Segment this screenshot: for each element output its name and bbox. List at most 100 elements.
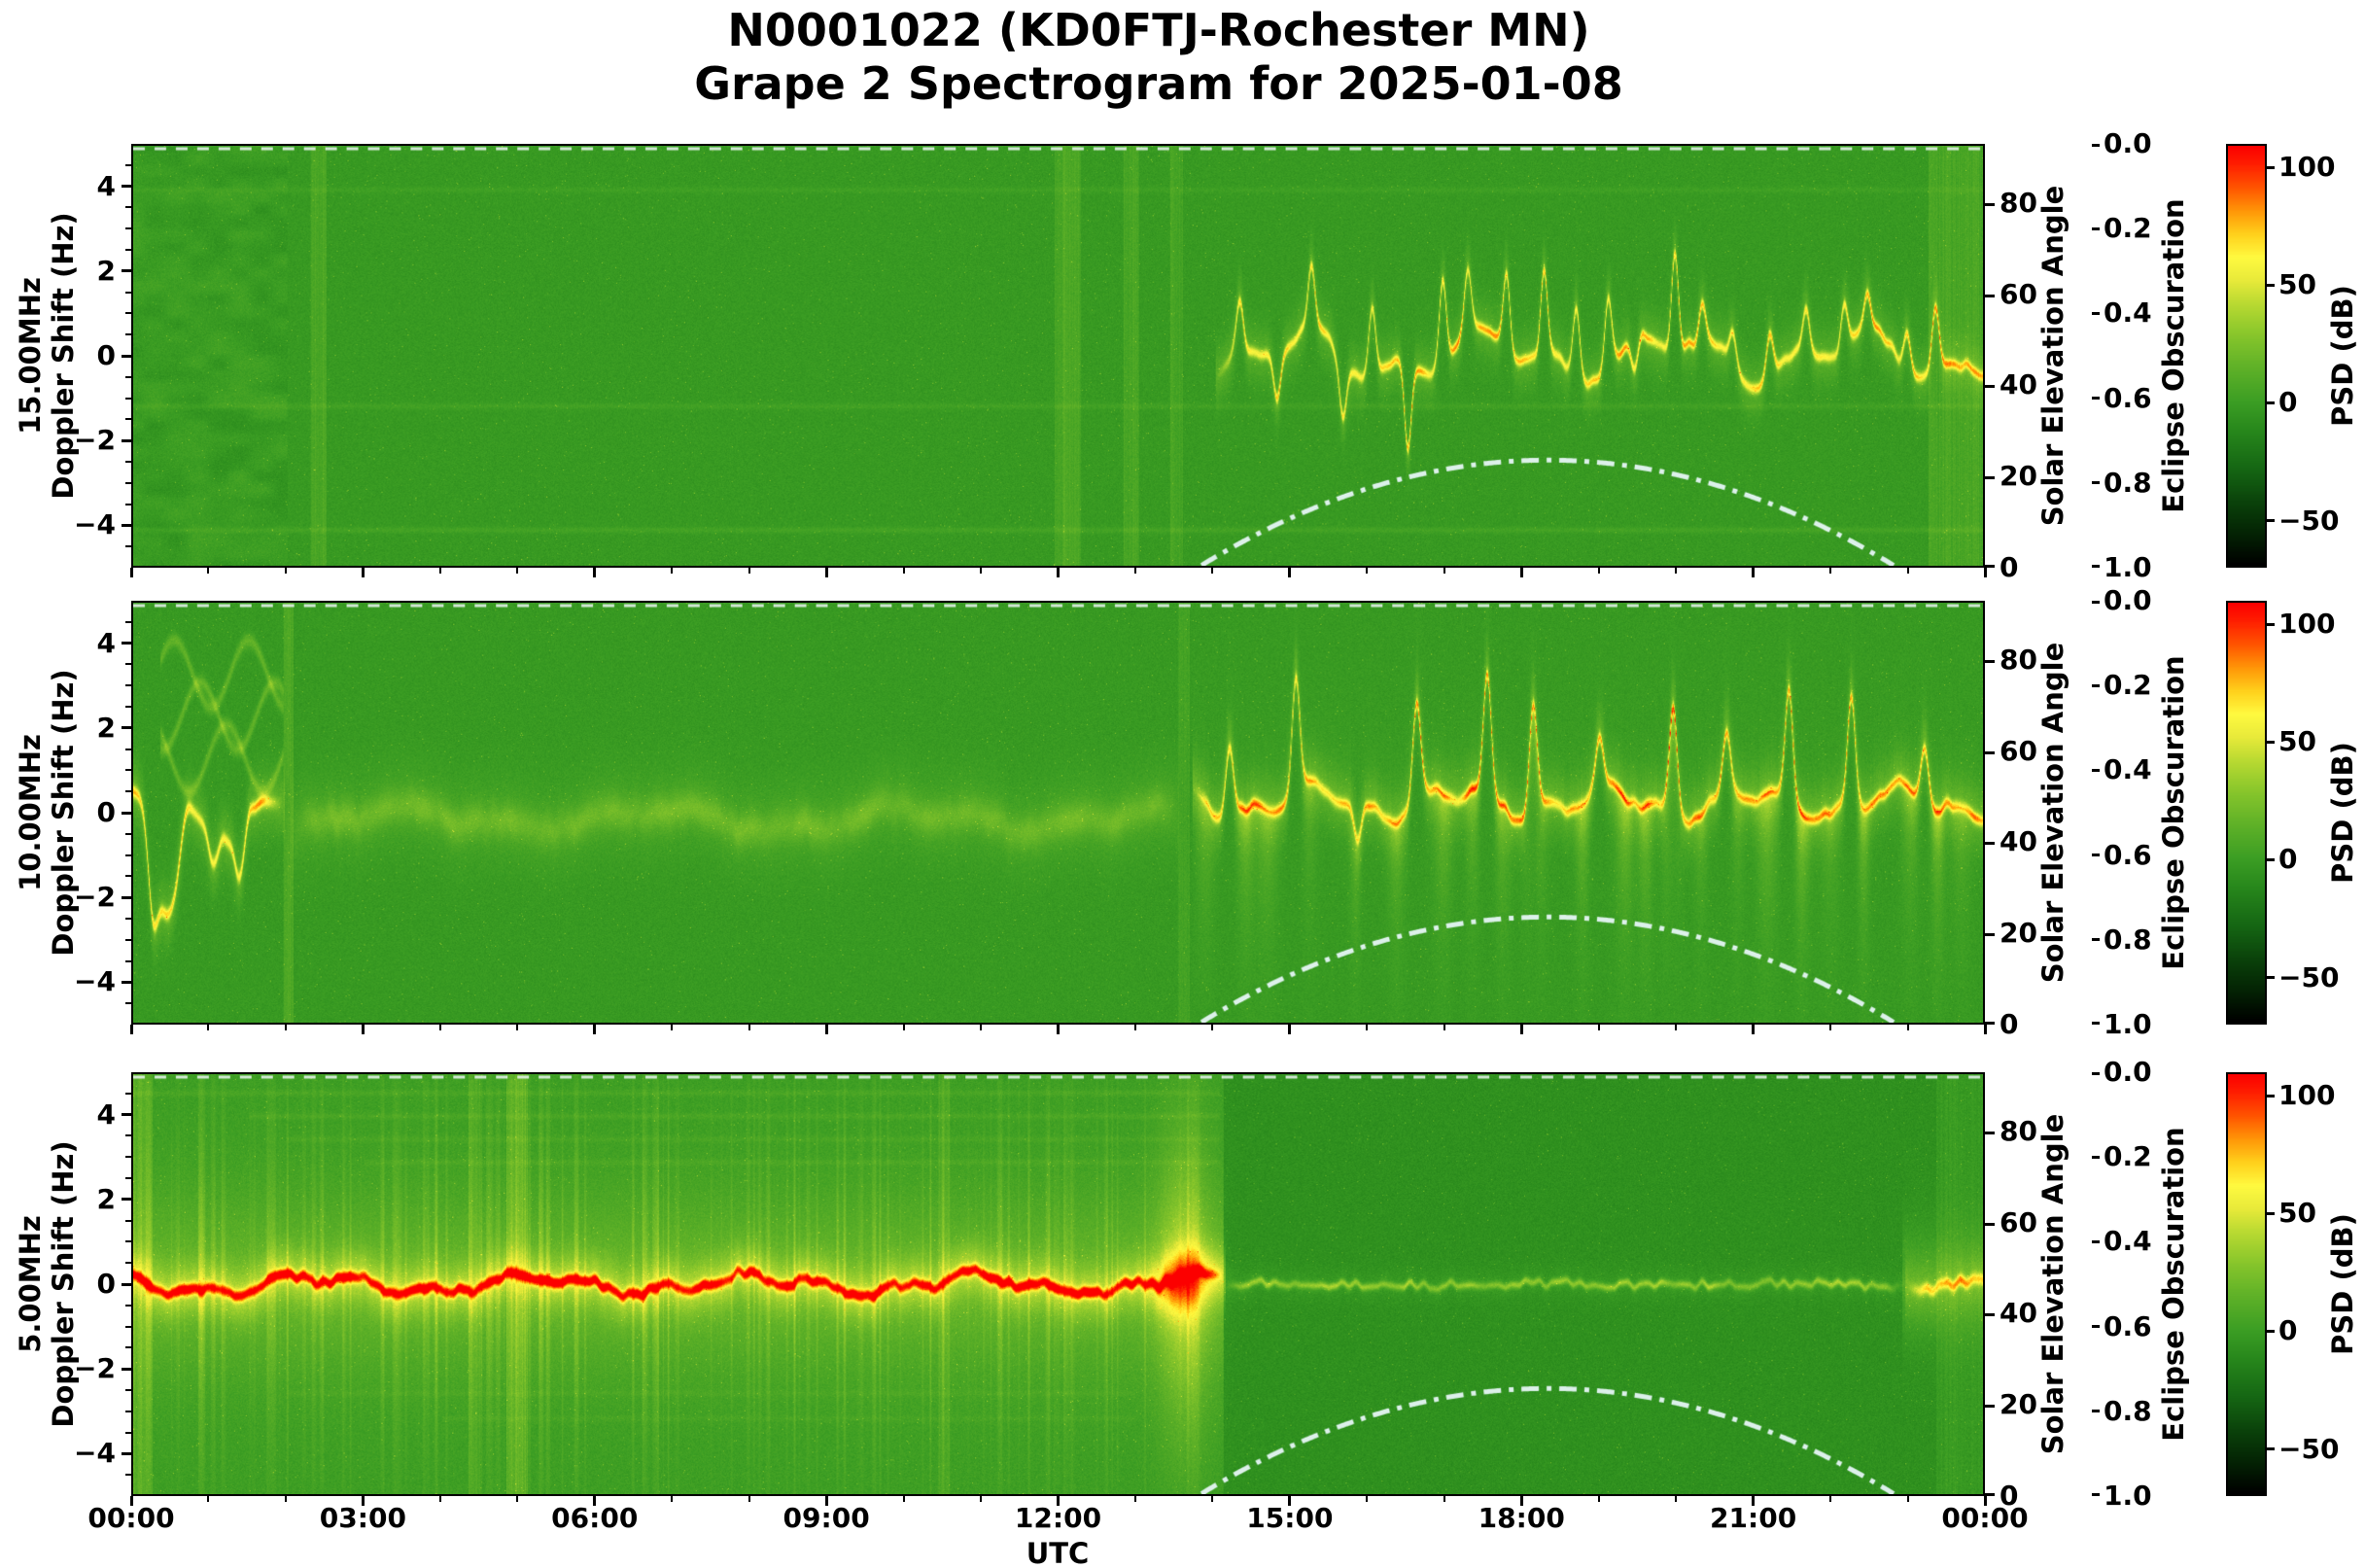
x-minor-tick: [1366, 1025, 1369, 1030]
eclipse-axis-label: Eclipse Obscuration: [2156, 655, 2190, 970]
doppler-minor-tick: [125, 418, 131, 421]
doppler-minor-tick: [125, 1156, 131, 1159]
solar-tick-label: 60: [2000, 1205, 2037, 1238]
doppler-minor-tick: [125, 397, 131, 400]
doppler-tick: [122, 895, 131, 899]
doppler-tick: [122, 642, 131, 645]
psd-tick-label: 100: [2278, 608, 2336, 641]
x-minor-tick: [902, 568, 905, 574]
x-tick: [361, 1025, 365, 1034]
x-tick-label: 12:00: [1014, 1502, 1102, 1534]
solar-tick: [1985, 750, 1995, 754]
x-minor-tick: [1906, 568, 1909, 574]
spectrogram-plot-5mhz: [131, 1072, 1985, 1496]
solar-tick-label: 0: [2000, 551, 2019, 583]
eclipse-tick-label: 1.0: [2104, 1480, 2152, 1512]
doppler-minor-tick: [125, 1431, 131, 1434]
x-tick: [1057, 1025, 1060, 1034]
eclipse-tick-label: 0.8: [2104, 466, 2152, 499]
doppler-tick-label: 2: [96, 711, 116, 744]
x-minor-tick: [671, 568, 674, 574]
x-tick: [1057, 1496, 1060, 1506]
x-tick: [1752, 1496, 1756, 1506]
x-minor-tick: [902, 1496, 905, 1502]
x-tick: [1288, 1025, 1292, 1034]
x-tick: [824, 568, 828, 577]
eclipse-tick: [2092, 397, 2100, 401]
doppler-minor-tick: [125, 503, 131, 505]
x-minor-tick: [1443, 1025, 1445, 1030]
eclipse-tick-label: 0.2: [2104, 1140, 2152, 1173]
x-minor-tick: [1675, 568, 1678, 574]
x-minor-tick: [1211, 1496, 1214, 1502]
doppler-minor-tick: [125, 959, 131, 962]
x-axis-tick-labels: 00:00 03:00 06:00 09:00 12:00 15:00 18:00 21:00…: [0, 1502, 2365, 1537]
x-tick: [1057, 568, 1060, 577]
eclipse-tick-label: 0.6: [2104, 1309, 2152, 1342]
x-tick: [361, 1496, 365, 1506]
doppler-tick: [122, 980, 131, 984]
x-minor-tick: [207, 1025, 210, 1030]
eclipse-tick: [2092, 1072, 2100, 1075]
x-minor-tick: [748, 568, 750, 574]
solar-tick-label: 80: [2000, 643, 2037, 676]
x-minor-tick: [1675, 1496, 1678, 1502]
doppler-minor-tick: [125, 1389, 131, 1391]
x-minor-tick: [1133, 568, 1136, 574]
doppler-minor-tick: [125, 206, 131, 209]
doppler-tick-label: 0: [96, 1268, 116, 1300]
eclipse-tick-label: 0.4: [2104, 296, 2152, 330]
x-tick: [1519, 568, 1523, 577]
x-tick: [1519, 1496, 1523, 1506]
x-tick: [593, 1025, 597, 1034]
x-minor-tick: [1211, 1025, 1214, 1030]
x-minor-tick: [1597, 1496, 1600, 1502]
doppler-tick: [122, 269, 131, 273]
x-tick: [1983, 1025, 1987, 1034]
psd-tick-label: 50: [2278, 268, 2316, 301]
doppler-tick: [122, 523, 131, 527]
eclipse-tick: [2092, 565, 2100, 568]
doppler-tick: [122, 1198, 131, 1202]
solar-tick-label: 60: [2000, 277, 2037, 310]
doppler-minor-tick: [125, 1177, 131, 1179]
eclipse-tick-label: 0.2: [2104, 212, 2152, 245]
x-tick-label: 09:00: [783, 1502, 870, 1534]
doppler-minor-tick: [125, 684, 131, 687]
doppler-minor-tick: [125, 1219, 131, 1222]
psd-tick-label: 0: [2278, 1314, 2298, 1347]
x-minor-tick: [671, 1496, 674, 1502]
solar-tick-label: 60: [2000, 734, 2037, 767]
figure-title: N0001022 (KD0FTJ-Rochester MN) Grape 2 S…: [0, 4, 2317, 111]
solar-tick: [1985, 842, 1995, 846]
eclipse-tick-label: 1.0: [2104, 551, 2152, 583]
doppler-minor-tick: [125, 1410, 131, 1412]
x-tick: [1983, 568, 1987, 577]
x-minor-tick: [516, 1496, 519, 1502]
solar-tick: [1985, 933, 1995, 937]
colorbar-5mhz: [2226, 1072, 2267, 1496]
doppler-tick: [122, 811, 131, 815]
doppler-tick: [122, 185, 131, 189]
x-tick-label: 00:00: [1941, 1502, 2029, 1534]
x-minor-tick: [516, 1025, 519, 1030]
x-minor-tick: [1366, 568, 1369, 574]
doppler-minor-tick: [125, 1304, 131, 1307]
eclipse-tick-label: 0.8: [2104, 923, 2152, 956]
solar-tick: [1985, 294, 1995, 297]
x-minor-tick: [1597, 1025, 1600, 1030]
doppler-tick: [122, 438, 131, 442]
x-minor-tick: [1443, 568, 1445, 574]
x-minor-tick: [284, 1496, 287, 1502]
panel-15mhz: 15.00MHz Doppler Shift (Hz) Solar Elevat…: [0, 128, 2365, 583]
doppler-minor-tick: [125, 938, 131, 941]
doppler-minor-tick: [125, 249, 131, 251]
x-minor-tick: [438, 568, 441, 574]
colorbar-10mhz: [2226, 601, 2267, 1025]
x-minor-tick: [1829, 1025, 1832, 1030]
eclipse-tick-label: 0.0: [2104, 1056, 2152, 1088]
eclipse-tick: [2092, 601, 2100, 604]
x-tick: [1288, 1496, 1292, 1506]
eclipse-tick: [2092, 1325, 2100, 1329]
doppler-tick-label: 0: [96, 339, 116, 371]
